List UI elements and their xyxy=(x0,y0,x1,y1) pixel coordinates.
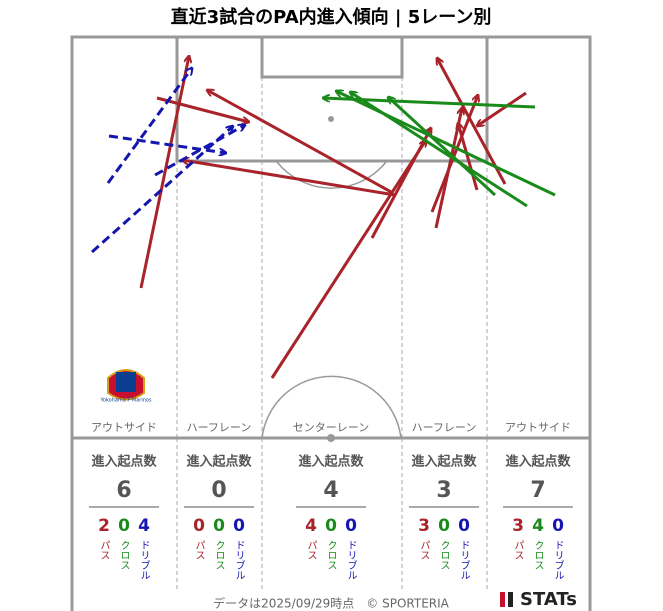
pass-label: パス xyxy=(418,540,430,560)
lane-label: アウトサイド xyxy=(505,421,571,434)
cross-label: クロス xyxy=(118,540,129,570)
pass-count: 3 xyxy=(418,516,430,536)
cross-count: 0 xyxy=(438,516,450,536)
pass-label: パス xyxy=(98,540,110,560)
footer: データは2025/09/29時点 © SPORTERIA xyxy=(213,596,450,611)
crest: Yokohama F·Marinos xyxy=(99,369,152,404)
start-label: 進入起点数 xyxy=(411,454,477,470)
pass-count: 0 xyxy=(193,516,205,536)
start-label: 進入起点数 xyxy=(298,454,364,470)
lane-label: センターレーン xyxy=(293,421,369,434)
start-label: 進入起点数 xyxy=(186,454,252,470)
cross-count: 0 xyxy=(325,516,337,536)
title: 直近3試合のPA内進入傾向 | 5レーン別 xyxy=(171,6,492,28)
dribble-label: ドリブル xyxy=(233,540,245,580)
start-count: 4 xyxy=(323,478,338,503)
pass-label: パス xyxy=(193,540,205,560)
dribble-label: ドリブル xyxy=(458,540,470,580)
logo-mark xyxy=(508,592,513,607)
dribble-count: 0 xyxy=(552,516,564,536)
dribble-label: ドリブル xyxy=(552,540,564,580)
start-count: 6 xyxy=(116,478,131,503)
cross-count: 0 xyxy=(213,516,225,536)
lane-label: ハーフレーン xyxy=(412,421,477,434)
start-label: 進入起点数 xyxy=(91,454,157,470)
pass-count: 3 xyxy=(512,516,524,536)
arrows xyxy=(91,56,556,379)
dribble-count: 0 xyxy=(345,516,357,536)
start-count: 3 xyxy=(436,478,451,503)
pass-label: パス xyxy=(305,540,317,560)
crest-text: Yokohama F·Marinos xyxy=(99,398,151,404)
pass-label: パス xyxy=(512,540,524,560)
start-count: 0 xyxy=(211,478,226,503)
logo: STATs xyxy=(520,589,577,610)
start-label: 進入起点数 xyxy=(505,454,571,470)
dribble-count: 0 xyxy=(233,516,245,536)
cross-count: 4 xyxy=(532,516,544,536)
dribble-label: ドリブル xyxy=(345,540,357,580)
dribble-label: ドリブル xyxy=(138,540,150,580)
dribble-count: 4 xyxy=(138,516,150,536)
cross-label: クロス xyxy=(325,540,336,570)
lane-label: ハーフレーン xyxy=(187,421,252,434)
lane-label: アウトサイド xyxy=(91,421,157,434)
dribble-count: 0 xyxy=(458,516,470,536)
cross-count: 0 xyxy=(118,516,130,536)
start-count: 7 xyxy=(530,478,545,503)
logo-mark xyxy=(500,592,505,607)
cross-label: クロス xyxy=(532,540,543,570)
cross-label: クロス xyxy=(438,540,449,570)
pass-count: 2 xyxy=(98,516,110,536)
pass-count: 4 xyxy=(305,516,317,536)
pitch xyxy=(70,35,592,611)
cross-label: クロス xyxy=(213,540,224,570)
